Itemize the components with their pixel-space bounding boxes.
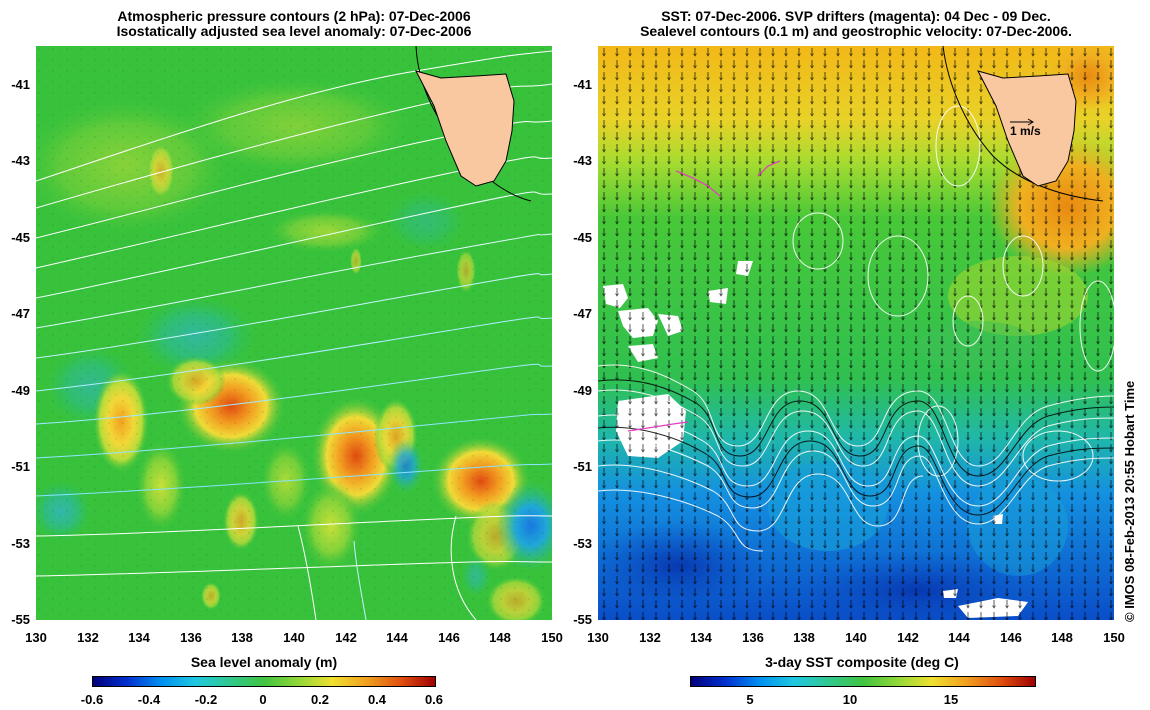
left-x-tick-9: 148	[489, 630, 511, 645]
left-colorbar-tick-3: 0	[259, 692, 267, 707]
sst-colorbar	[690, 676, 1036, 687]
left-colorbar-tick-0: -0.6	[80, 692, 104, 707]
right-title-line2: Sealevel contours (0.1 m) and geostrophi…	[640, 23, 1072, 39]
left-x-tick-5: 140	[283, 630, 305, 645]
left-x-tick-2: 134	[128, 630, 150, 645]
right-x-tick-5: 140	[845, 630, 867, 645]
right-y-tick-6: -53	[573, 536, 592, 551]
left-y-tick-4: -49	[11, 383, 30, 398]
right-title-line1: SST: 07-Dec-2006. SVP drifters (magenta)…	[661, 8, 1051, 24]
left-colorbar-tick-4: 0.2	[310, 692, 330, 707]
left-title-line1: Atmospheric pressure contours (2 hPa): 0…	[117, 8, 471, 24]
left-y-tick-6: -53	[11, 536, 30, 551]
left-x-tick-7: 144	[386, 630, 408, 645]
right-y-tick-2: -45	[573, 230, 592, 245]
left-y-tick-3: -47	[11, 306, 30, 321]
left-colorbar-title: Sea level anomaly (m)	[190, 654, 338, 670]
left-x-tick-1: 132	[77, 630, 99, 645]
sea-level-anomaly-map	[36, 46, 552, 620]
right-x-tick-7: 144	[948, 630, 970, 645]
right-y-tick-7: -55	[573, 612, 592, 627]
left-y-tick-0: -41	[11, 77, 30, 92]
right-colorbar-title: 3-day SST composite (deg C)	[765, 654, 959, 670]
left-x-tick-0: 130	[25, 630, 47, 645]
right-x-tick-4: 138	[793, 630, 815, 645]
left-colorbar-tick-6: 0.6	[424, 692, 444, 707]
right-y-tick-3: -47	[573, 306, 592, 321]
left-y-tick-7: -55	[11, 612, 30, 627]
left-colorbar-tick-2: -0.2	[194, 692, 218, 707]
right-y-tick-1: -43	[573, 153, 592, 168]
left-y-tick-2: -45	[11, 230, 30, 245]
left-y-tick-5: -51	[11, 459, 30, 474]
right-x-tick-3: 136	[742, 630, 764, 645]
right-x-tick-0: 130	[587, 630, 609, 645]
left-colorbar-tick-1: -0.4	[137, 692, 161, 707]
sst-map	[598, 46, 1114, 620]
right-colorbar-tick-1: 10	[842, 692, 858, 707]
right-x-tick-6: 142	[897, 630, 919, 645]
left-x-tick-3: 136	[180, 630, 202, 645]
right-x-tick-2: 134	[690, 630, 712, 645]
left-x-tick-4: 138	[231, 630, 253, 645]
right-x-tick-8: 146	[1000, 630, 1022, 645]
velocity-scale-label: 1 m/s	[1010, 124, 1041, 138]
left-title-line2: Isostatically adjusted sea level anomaly…	[116, 23, 472, 39]
right-x-tick-9: 148	[1051, 630, 1073, 645]
left-y-tick-1: -43	[11, 153, 30, 168]
right-colorbar-tick-0: 5	[746, 692, 754, 707]
left-x-tick-6: 142	[335, 630, 357, 645]
right-x-tick-10: 150	[1103, 630, 1125, 645]
left-x-tick-10: 150	[541, 630, 563, 645]
right-y-tick-5: -51	[573, 459, 592, 474]
right-y-tick-0: -41	[573, 77, 592, 92]
left-colorbar-tick-5: 0.4	[367, 692, 387, 707]
right-colorbar-tick-2: 15	[943, 692, 959, 707]
right-x-tick-1: 132	[639, 630, 661, 645]
sea-level-colorbar	[92, 676, 436, 687]
imos-credit: © IMOS 08-Feb-2013 20:55 Hobart Time	[1122, 380, 1137, 622]
left-x-tick-8: 146	[438, 630, 460, 645]
right-y-tick-4: -49	[573, 383, 592, 398]
